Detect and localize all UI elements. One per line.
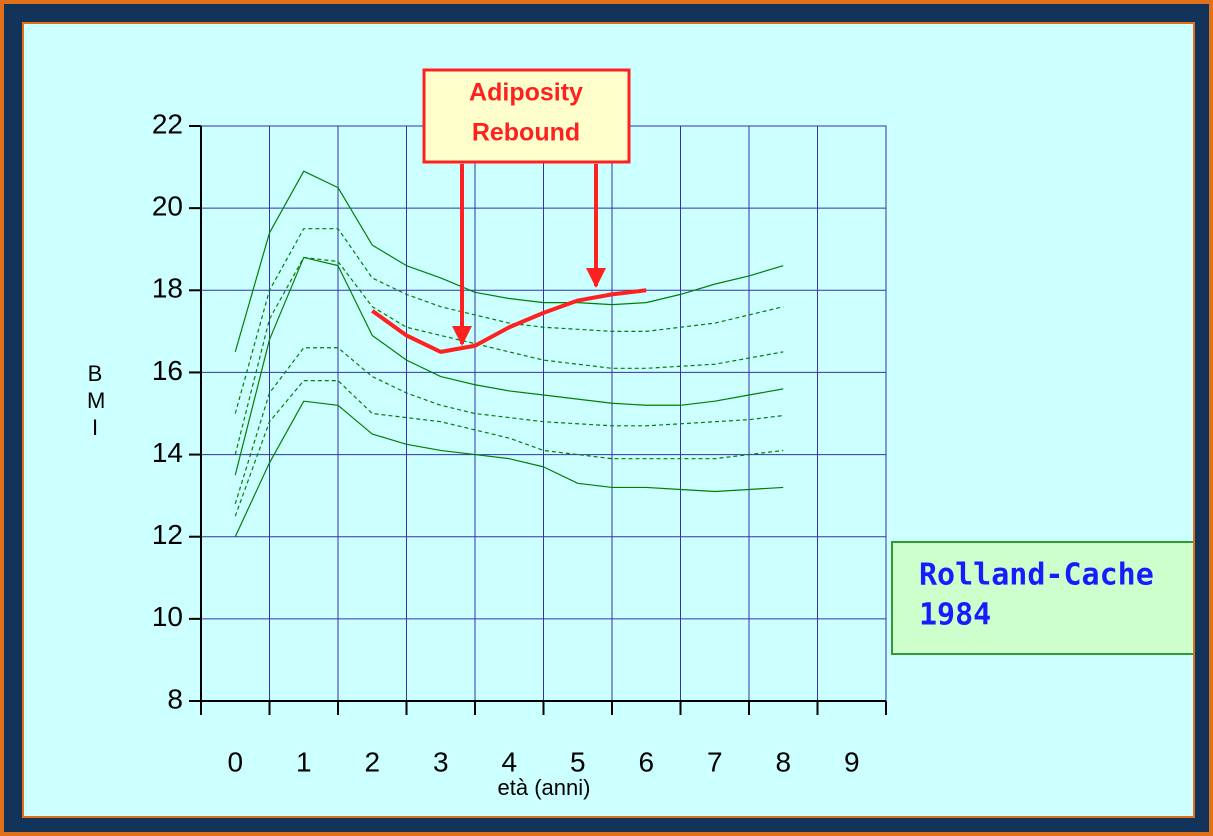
x-tick-label: 9 bbox=[844, 746, 860, 777]
x-tick-label: 3 bbox=[433, 746, 449, 777]
x-tick-label: 0 bbox=[227, 746, 243, 777]
x-tick-label: 1 bbox=[296, 746, 312, 777]
x-tick-label: 5 bbox=[570, 746, 586, 777]
x-tick-label: 4 bbox=[501, 746, 517, 777]
x-axis-label: età (anni) bbox=[498, 775, 591, 800]
curve bbox=[234, 380, 784, 517]
y-tick-label: 12 bbox=[152, 519, 183, 550]
curve bbox=[234, 347, 784, 505]
y-tick-label: 16 bbox=[152, 355, 183, 386]
annotation-text: Rebound bbox=[472, 119, 580, 147]
citation-text: 1984 bbox=[919, 598, 991, 633]
x-tick-label: 6 bbox=[638, 746, 654, 777]
curve bbox=[371, 288, 647, 354]
annotation-text: Adiposity bbox=[469, 79, 583, 107]
y-tick-label: 22 bbox=[152, 108, 183, 139]
curve bbox=[234, 400, 784, 537]
y-tick-label: 20 bbox=[152, 191, 183, 222]
annotation-box bbox=[422, 68, 631, 164]
curve bbox=[234, 256, 784, 476]
y-tick-label: 18 bbox=[152, 273, 183, 304]
y-tick-label: 8 bbox=[167, 683, 183, 714]
x-tick-label: 7 bbox=[707, 746, 723, 777]
panel: 8 10 12 14 16 18 20 22 0 1 2 3 4 5 6 7 8 9 età (anni) Adipo… bbox=[22, 22, 1195, 818]
y-tick-label: 10 bbox=[152, 601, 183, 632]
curve bbox=[234, 228, 784, 414]
citation-box bbox=[891, 541, 1193, 655]
curve bbox=[234, 256, 784, 455]
x-tick-label: 2 bbox=[364, 746, 380, 777]
y-tick-label: 14 bbox=[152, 437, 183, 468]
curve bbox=[234, 170, 784, 353]
citation-text: Rolland-Cache bbox=[919, 558, 1154, 593]
x-tick-label: 8 bbox=[775, 746, 791, 777]
y-axis-label: BMI bbox=[87, 361, 106, 440]
